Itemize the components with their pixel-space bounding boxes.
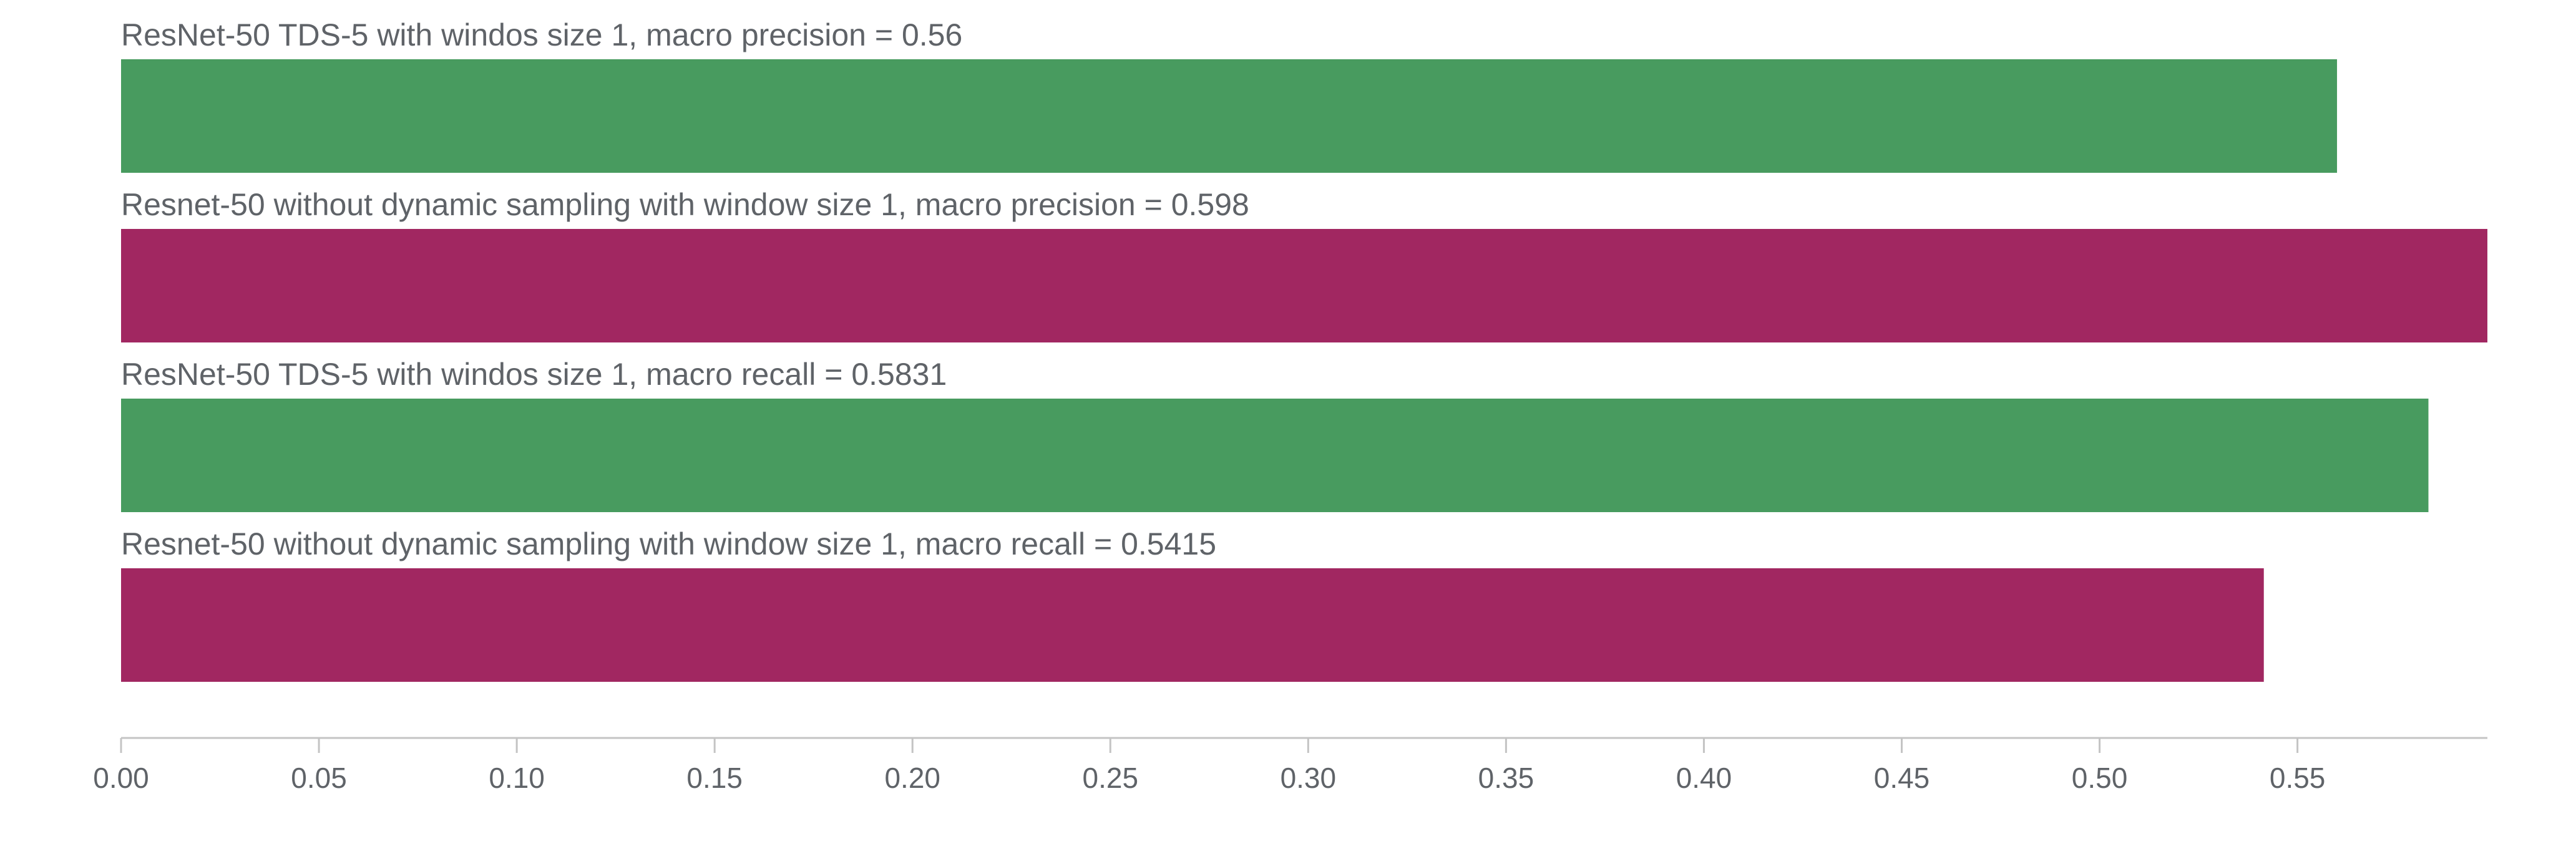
bar-label-4: Resnet-50 without dynamic sampling with … bbox=[121, 526, 1216, 561]
bar-2 bbox=[121, 229, 2487, 342]
x-tick-label: 0.40 bbox=[1676, 762, 1732, 794]
x-tick-label: 0.35 bbox=[1478, 762, 1534, 794]
x-tick-label: 0.50 bbox=[2072, 762, 2128, 794]
bar-1 bbox=[121, 59, 2338, 173]
bar-label-2: Resnet-50 without dynamic sampling with … bbox=[121, 187, 1249, 222]
x-tick-label: 0.45 bbox=[1874, 762, 1930, 794]
bar-label-3: ResNet-50 TDS-5 with windos size 1, macr… bbox=[121, 357, 947, 392]
x-tick-label: 0.30 bbox=[1281, 762, 1337, 794]
x-tick-label: 0.20 bbox=[884, 762, 940, 794]
x-tick-label: 0.15 bbox=[686, 762, 743, 794]
bars-layer: ResNet-50 TDS-5 with windos size 1, macr… bbox=[121, 17, 2487, 682]
x-tick-label: 0.55 bbox=[2270, 762, 2326, 794]
bar-label-1: ResNet-50 TDS-5 with windos size 1, macr… bbox=[121, 17, 962, 52]
x-tick-label: 0.00 bbox=[93, 762, 149, 794]
x-tick-label: 0.10 bbox=[489, 762, 545, 794]
x-axis: 0.00 0.05 0.10 0.15 0.20 0.25 0.30 0.35 0.40 0.45… bbox=[93, 737, 2487, 794]
x-tick-label: 0.25 bbox=[1083, 762, 1139, 794]
bar-3 bbox=[121, 399, 2429, 512]
bar-4 bbox=[121, 568, 2264, 682]
x-tick-label: 0.05 bbox=[291, 762, 347, 794]
